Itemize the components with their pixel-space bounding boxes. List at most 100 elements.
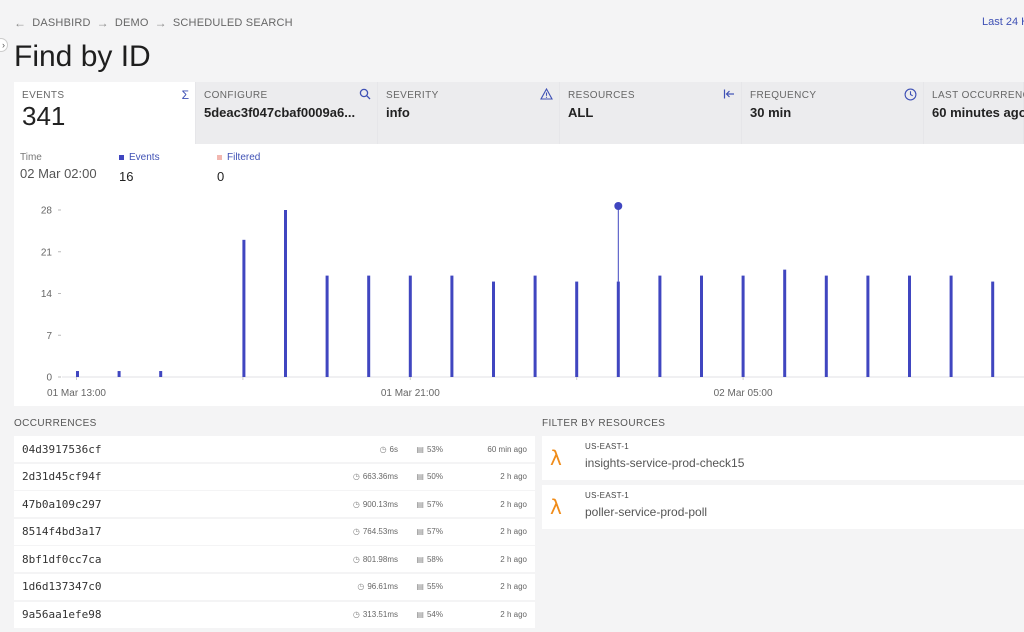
- arrow-right-icon: →: [154, 16, 167, 30]
- stat-frequency[interactable]: FREQUENCY 30 min: [742, 82, 924, 144]
- clock-icon: ◷: [352, 610, 360, 620]
- memory-icon: ▤: [416, 582, 424, 592]
- occurrence-row[interactable]: 1d6d137347c0 ◷ 96.61ms ▤ 55% 2 h ago: [14, 573, 535, 600]
- memory-value: 57%: [426, 527, 443, 537]
- duration-value: 6s: [389, 444, 398, 454]
- occurrence-row[interactable]: 8514f4bd3a17 ◷ 764.53ms ▤ 57% 2 h ago: [14, 518, 535, 545]
- occurrence-memory: ▤ 58%: [416, 555, 443, 564]
- filter-by-resources-title: FILTER BY RESOURCES: [542, 418, 666, 429]
- clock-icon: ◷: [352, 472, 360, 482]
- x-tick-label: 01 Mar 21:00: [381, 388, 440, 399]
- occurrence-memory: ▤ 57%: [416, 500, 443, 509]
- duration-value: 313.51ms: [362, 610, 398, 620]
- stat-label: RESOURCES: [568, 90, 635, 101]
- occurrence-id: 8bf1df0cc7ca: [22, 552, 102, 566]
- events-chart-panel: Time 02 Mar 02:00 Events 16 Filtered 0 0…: [14, 144, 1024, 406]
- occurrence-duration: ◷ 801.98ms: [353, 555, 398, 564]
- duration-value: 663.36ms: [362, 472, 398, 482]
- arrow-left-icon[interactable]: ←: [14, 16, 27, 30]
- y-tick-label: 7: [46, 331, 52, 342]
- occurrences-title: OCCURRENCES: [14, 418, 97, 429]
- sigma-icon: Σ: [181, 88, 189, 102]
- chart-bar: [824, 275, 828, 377]
- chart-bar: [908, 275, 911, 377]
- sidebar-expand-icon[interactable]: ›: [0, 38, 8, 52]
- events-chart[interactable]: 0 7 14 21 28 01 Mar 13:00 01 Mar 21:00 02 Mar 0…: [14, 144, 1024, 406]
- occurrence-duration: ◷ 663.36ms: [353, 472, 398, 481]
- chart-bar: [991, 281, 995, 377]
- occurrence-duration: ◷ 96.61ms: [357, 582, 398, 591]
- x-tick-label: 02 Mar 05:00: [714, 388, 773, 399]
- stat-label: CONFIGURE: [204, 90, 268, 101]
- page-title: Find by ID: [14, 40, 151, 73]
- chart-bar: [367, 275, 371, 377]
- chart-bar: [408, 275, 412, 377]
- resource-card[interactable]: λ US-EAST-1 poller-service-prod-poll: [542, 485, 1024, 529]
- chart-bar: [492, 281, 495, 377]
- occurrence-time-ago: 2 h ago: [500, 554, 527, 564]
- memory-value: 57%: [426, 499, 443, 509]
- duration-value: 900.13ms: [362, 499, 398, 509]
- stat-resources[interactable]: RESOURCES ALL: [560, 82, 742, 144]
- clock-icon: ◷: [352, 499, 360, 509]
- stat-severity[interactable]: SEVERITY info: [378, 82, 560, 144]
- occurrence-id: 2d31d45cf94f: [22, 470, 102, 484]
- stat-value: 60 minutes ago: [932, 105, 1024, 120]
- occurrence-time-ago: 60 min ago: [487, 444, 527, 454]
- memory-value: 55%: [426, 582, 443, 592]
- memory-value: 53%: [426, 444, 443, 454]
- occurrences-list: 04d3917536cf ◷ 6s ▤ 53% 60 min ago 2d31d45…: [14, 436, 535, 629]
- x-tick-label: 01 Mar 13:00: [47, 388, 106, 399]
- arrow-right-icon: →: [96, 16, 109, 30]
- chart-bar: [450, 275, 454, 377]
- chart-bar: [616, 281, 620, 377]
- occurrence-id: 8514f4bd3a17: [22, 525, 102, 539]
- occurrence-memory: ▤ 57%: [416, 527, 443, 536]
- y-tick-label: 28: [41, 206, 53, 217]
- resource-card[interactable]: λ US-EAST-1 insights-service-prod-check1…: [542, 436, 1024, 480]
- occurrence-row[interactable]: 9a56aa1efe98 ◷ 313.51ms ▤ 54% 2 h ago: [14, 601, 535, 628]
- occurrence-time-ago: 2 h ago: [500, 582, 527, 592]
- search-icon: [359, 88, 371, 103]
- stats-bar: EVENTS 341 Σ CONFIGURE 5deac3f047cbaf000…: [14, 82, 1024, 144]
- chart-bar: [533, 275, 537, 377]
- stat-value: 5deac3f047cbaf0009a6...: [204, 105, 356, 120]
- lambda-icon: λ: [550, 495, 562, 519]
- duration-value: 96.61ms: [367, 582, 398, 592]
- legend-events-swatch: [119, 154, 124, 160]
- breadcrumb-item-dashbird[interactable]: DASHBIRD: [32, 17, 91, 29]
- occurrence-duration: ◷ 764.53ms: [353, 527, 398, 536]
- legend-events[interactable]: Events: [119, 152, 160, 163]
- legend-time-label: Time: [20, 152, 42, 163]
- occurrence-memory: ▤ 54%: [416, 610, 443, 619]
- stat-last-occurrence[interactable]: LAST OCCURRENCE 60 minutes ago: [924, 82, 1024, 144]
- breadcrumb-item-demo[interactable]: DEMO: [114, 17, 149, 29]
- occurrence-id: 1d6d137347c0: [22, 580, 102, 594]
- occurrence-memory: ▤ 55%: [416, 582, 443, 591]
- clock-icon: ◷: [352, 527, 360, 537]
- occurrence-id: 9a56aa1efe98: [22, 608, 102, 622]
- occurrence-duration: ◷ 6s: [380, 445, 398, 454]
- occurrence-row[interactable]: 2d31d45cf94f ◷ 663.36ms ▤ 50% 2 h ago: [14, 463, 535, 490]
- occurrence-row[interactable]: 47b0a109c297 ◷ 900.13ms ▤ 57% 2 h ago: [14, 491, 535, 518]
- y-tick-label: 21: [41, 247, 53, 258]
- stat-events[interactable]: EVENTS 341 Σ: [14, 82, 196, 144]
- occurrence-memory: ▤ 50%: [416, 472, 443, 481]
- occurrence-row[interactable]: 8bf1df0cc7ca ◷ 801.98ms ▤ 58% 2 h ago: [14, 546, 535, 573]
- time-range-selector[interactable]: Last 24 H: [982, 16, 1024, 28]
- y-tick-label: 14: [41, 289, 53, 300]
- chart-bar: [76, 371, 79, 377]
- stat-value: 30 min: [750, 105, 792, 120]
- legend-filtered-swatch: [217, 154, 222, 160]
- breadcrumb: ← DASHBIRD → DEMO → SCHEDULED SEARCH: [14, 16, 293, 30]
- stat-configure[interactable]: CONFIGURE 5deac3f047cbaf0009a6...: [196, 82, 378, 144]
- memory-icon: ▤: [416, 527, 424, 537]
- occurrence-time-ago: 2 h ago: [500, 472, 527, 482]
- memory-icon: ▤: [416, 472, 424, 482]
- memory-icon: ▤: [416, 444, 424, 454]
- legend-events-label: Events: [129, 152, 160, 163]
- occurrence-row[interactable]: 04d3917536cf ◷ 6s ▤ 53% 60 min ago: [14, 436, 535, 462]
- legend-filtered[interactable]: Filtered: [217, 152, 260, 163]
- clock-icon: ◷: [352, 554, 360, 564]
